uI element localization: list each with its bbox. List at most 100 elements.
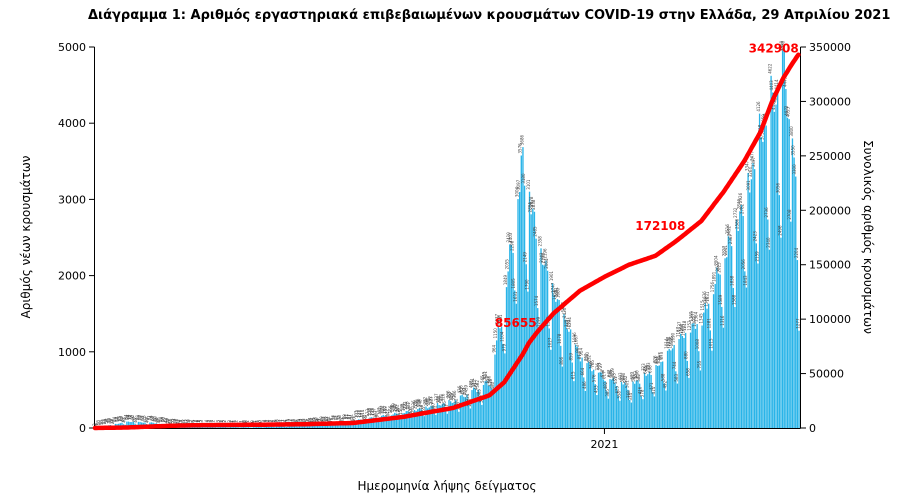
svg-text:1182: 1182 [680,325,685,336]
svg-text:5000: 5000 [58,41,86,54]
svg-text:10: 10 [95,420,100,426]
svg-text:329: 329 [449,393,454,401]
svg-text:366: 366 [452,390,457,398]
svg-text:2149: 2149 [523,252,528,263]
svg-text:1078: 1078 [557,333,562,344]
svg-text:324: 324 [465,393,470,401]
svg-text:172: 172 [432,405,437,413]
axes-group: 0100020003000400050000500001000001500002… [58,41,851,451]
svg-text:746: 746 [588,361,593,369]
svg-text:20: 20 [186,419,191,425]
svg-text:765: 765 [590,360,595,368]
svg-text:76: 76 [337,415,342,421]
svg-text:25: 25 [102,419,107,425]
svg-text:132: 132 [370,408,375,416]
svg-text:29: 29 [298,418,303,424]
svg-text:873: 873 [659,351,664,359]
svg-text:225: 225 [442,401,447,409]
svg-text:12: 12 [210,420,215,426]
svg-text:518: 518 [488,378,493,386]
svg-text:1656: 1656 [552,289,557,300]
svg-text:1208: 1208 [679,323,684,334]
svg-text:342908: 342908 [749,41,799,55]
svg-text:301: 301 [436,395,441,403]
svg-text:52: 52 [339,416,344,422]
svg-text:2013: 2013 [717,262,722,273]
svg-text:166: 166 [388,405,393,413]
svg-text:337: 337 [450,392,455,400]
svg-text:160: 160 [381,406,386,414]
svg-text:142: 142 [368,407,373,415]
svg-text:13: 13 [220,419,225,425]
svg-text:581: 581 [631,374,636,382]
svg-text:0: 0 [809,422,816,435]
svg-text:32: 32 [302,418,307,424]
svg-text:11: 11 [253,420,258,426]
left-axis-label: Αριθμός νέων κρουσμάτων [19,155,33,318]
svg-text:2000: 2000 [58,270,86,283]
svg-text:4622: 4622 [768,63,773,74]
svg-text:1096: 1096 [572,332,577,343]
svg-text:2838: 2838 [531,199,536,210]
svg-text:3097: 3097 [516,179,521,190]
svg-text:821: 821 [656,355,661,363]
svg-text:4072: 4072 [784,105,789,116]
svg-text:16: 16 [194,419,199,425]
svg-text:3091: 3091 [746,180,751,191]
svg-text:1345: 1345 [698,313,703,324]
svg-text:2926: 2926 [738,192,743,203]
svg-text:2485: 2485 [533,226,538,237]
svg-text:1252: 1252 [687,320,692,331]
svg-text:685: 685 [643,366,648,374]
svg-text:172108: 172108 [635,219,685,233]
svg-text:72: 72 [146,415,151,421]
svg-text:195: 195 [401,403,406,411]
svg-text:69: 69 [140,415,145,421]
svg-text:39: 39 [164,417,169,423]
svg-text:733: 733 [597,362,602,370]
svg-text:21: 21 [279,419,284,425]
svg-text:248: 248 [414,399,419,407]
svg-text:1589: 1589 [718,294,723,305]
svg-text:60: 60 [319,416,324,422]
svg-text:17: 17 [268,419,273,425]
svg-text:2732: 2732 [733,207,738,218]
svg-text:39: 39 [107,417,112,423]
svg-text:36: 36 [105,418,110,424]
svg-text:1364: 1364 [694,311,699,322]
svg-text:880: 880 [684,351,689,359]
svg-text:1248: 1248 [682,320,687,331]
bars-group [95,50,800,429]
svg-text:3180: 3180 [521,173,526,184]
svg-text:411: 411 [460,387,465,395]
svg-text:10: 10 [242,420,247,426]
svg-text:1369: 1369 [689,311,694,322]
svg-text:155: 155 [421,406,426,414]
svg-text:89: 89 [342,414,347,420]
svg-text:1631: 1631 [513,291,518,302]
svg-text:17: 17 [281,419,286,425]
svg-text:282: 282 [422,396,427,404]
svg-text:2516: 2516 [725,224,730,235]
svg-text:402: 402 [462,387,467,395]
svg-text:583: 583 [674,373,679,381]
svg-text:271: 271 [426,397,431,405]
svg-text:595: 595 [611,373,616,381]
svg-text:1014: 1014 [664,338,669,349]
svg-text:300000: 300000 [809,95,851,108]
svg-text:4449: 4449 [782,76,787,87]
svg-text:34: 34 [316,418,321,424]
svg-text:826: 826 [652,355,657,363]
svg-text:706: 706 [644,364,649,372]
svg-text:49: 49 [120,417,125,423]
svg-text:10: 10 [250,420,255,426]
svg-text:11: 11 [255,420,260,426]
svg-text:62: 62 [324,416,329,422]
svg-text:40: 40 [145,417,150,423]
svg-text:2204: 2204 [794,247,799,258]
svg-text:11: 11 [230,420,235,426]
svg-text:609: 609 [629,372,634,380]
svg-text:501: 501 [625,380,630,388]
svg-text:31: 31 [317,418,322,424]
svg-text:14: 14 [270,419,275,425]
